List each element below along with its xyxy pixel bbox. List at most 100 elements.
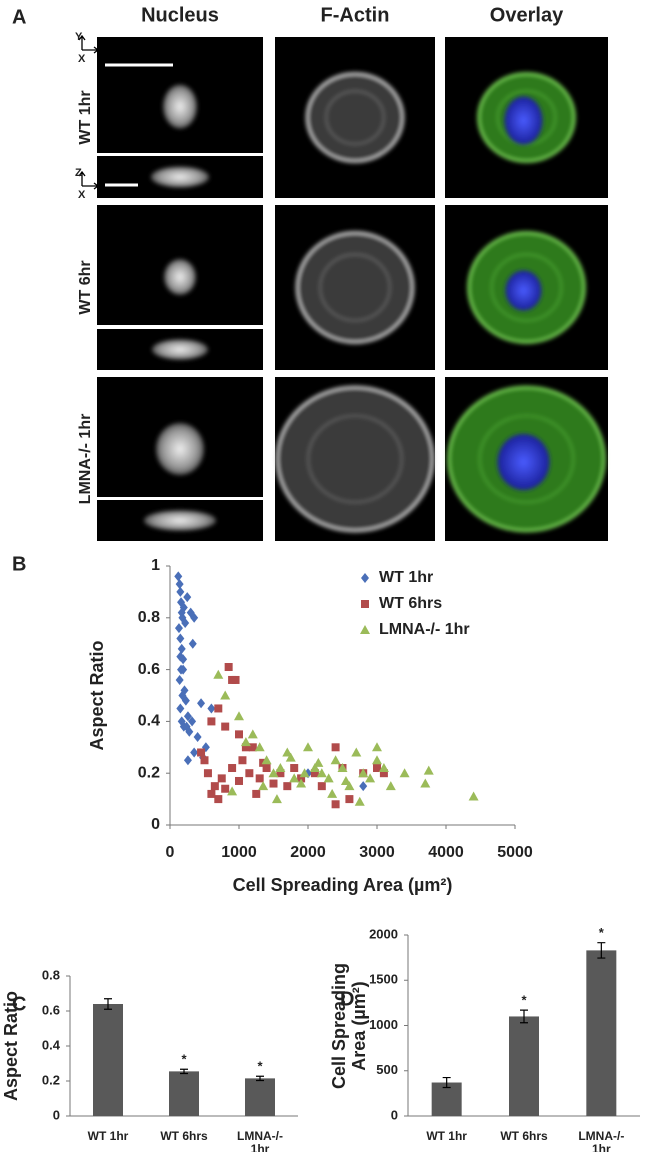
cell (295, 231, 415, 344)
y-tick-label: 0 (151, 816, 160, 833)
axis-letter: Z (75, 167, 82, 179)
y-tick-label: 2000 (369, 926, 398, 941)
y-axis-title: Aspect Ratio (87, 640, 107, 750)
legend-label: LMNA-/- 1hr (379, 621, 470, 638)
point (468, 791, 479, 801)
point (282, 747, 293, 757)
point (190, 612, 199, 623)
point (174, 623, 183, 634)
point (176, 651, 185, 662)
point (255, 774, 264, 783)
cell-ring (491, 253, 562, 322)
point (247, 729, 258, 739)
point (344, 781, 355, 791)
y-tick-label: 1 (151, 557, 160, 574)
point (399, 768, 410, 778)
point (234, 711, 244, 721)
column-title: Nucleus (141, 4, 219, 26)
y-tick-label: 0.6 (42, 1002, 60, 1017)
x-tick-label: 5000 (497, 844, 533, 861)
x-tick-label: LMNA-/- 1hr (237, 1129, 283, 1152)
row-label: LMNA-/- 1hr (77, 414, 94, 505)
legend-label: WT 6hrs (379, 595, 442, 612)
point (214, 795, 223, 804)
point (358, 768, 369, 778)
point (175, 674, 184, 685)
error-bar (104, 998, 112, 1010)
point (193, 731, 202, 742)
point (345, 795, 354, 804)
point (221, 722, 230, 731)
cell-ring (319, 253, 391, 322)
y-tick-label: 1000 (369, 1017, 398, 1032)
bar (586, 950, 617, 1116)
point (210, 782, 219, 791)
axis-arrow (78, 170, 100, 190)
point (235, 776, 243, 785)
point (337, 763, 348, 773)
point (372, 755, 382, 765)
point (190, 747, 199, 758)
point (423, 765, 434, 775)
point (228, 764, 237, 773)
significance-mark: * (521, 993, 527, 1008)
bar (509, 1016, 539, 1116)
point (220, 690, 231, 700)
y-tick-label: 0.6 (138, 661, 160, 678)
x-tick-label: 4000 (428, 844, 464, 861)
legend-swatch (361, 600, 369, 608)
nucleus (164, 259, 196, 295)
point (316, 768, 327, 778)
point (340, 775, 351, 785)
axis-letter: Y (75, 31, 83, 43)
nucleus-side (151, 166, 209, 188)
point (296, 778, 307, 788)
legend-swatch (360, 625, 370, 634)
x-tick-label: 3000 (359, 844, 395, 861)
x-tick-label: LMNA-/- 1hr (578, 1129, 625, 1152)
point (177, 643, 186, 654)
bar (245, 1078, 275, 1116)
x-tick-label: WT 6hrs (160, 1129, 208, 1143)
point (179, 602, 188, 613)
y-tick-label: 0 (391, 1107, 398, 1122)
point (207, 789, 216, 798)
point (276, 769, 285, 778)
point (309, 763, 320, 773)
significance-mark: * (599, 925, 605, 940)
point (227, 786, 238, 796)
point (420, 778, 431, 788)
cell-ring (479, 415, 574, 503)
point (359, 781, 368, 792)
y-tick-label: 0.8 (138, 609, 160, 626)
point (207, 703, 216, 714)
point (269, 779, 278, 788)
nucleus-side (152, 339, 208, 360)
y-tick-label: 1500 (369, 972, 398, 987)
point (373, 764, 381, 773)
point (174, 571, 183, 582)
point (185, 726, 194, 737)
point (197, 748, 206, 757)
x-tick-label: 0 (166, 844, 175, 861)
point (299, 768, 310, 778)
point (197, 698, 206, 709)
row-label: WT 1hr (77, 90, 94, 144)
point (176, 586, 185, 597)
point (240, 737, 251, 747)
nucleus (156, 423, 204, 475)
point (354, 796, 365, 806)
nucleus-side (144, 510, 216, 531)
axis-arrow (78, 34, 100, 54)
y-tick-label: 0.2 (138, 764, 160, 781)
legend-swatch (361, 573, 369, 583)
point (207, 717, 216, 726)
point (313, 757, 324, 767)
point (331, 743, 340, 752)
legend-label: WT 1hr (379, 569, 433, 586)
cell (275, 385, 435, 533)
axis-letter: X (78, 189, 86, 201)
point (271, 794, 282, 804)
